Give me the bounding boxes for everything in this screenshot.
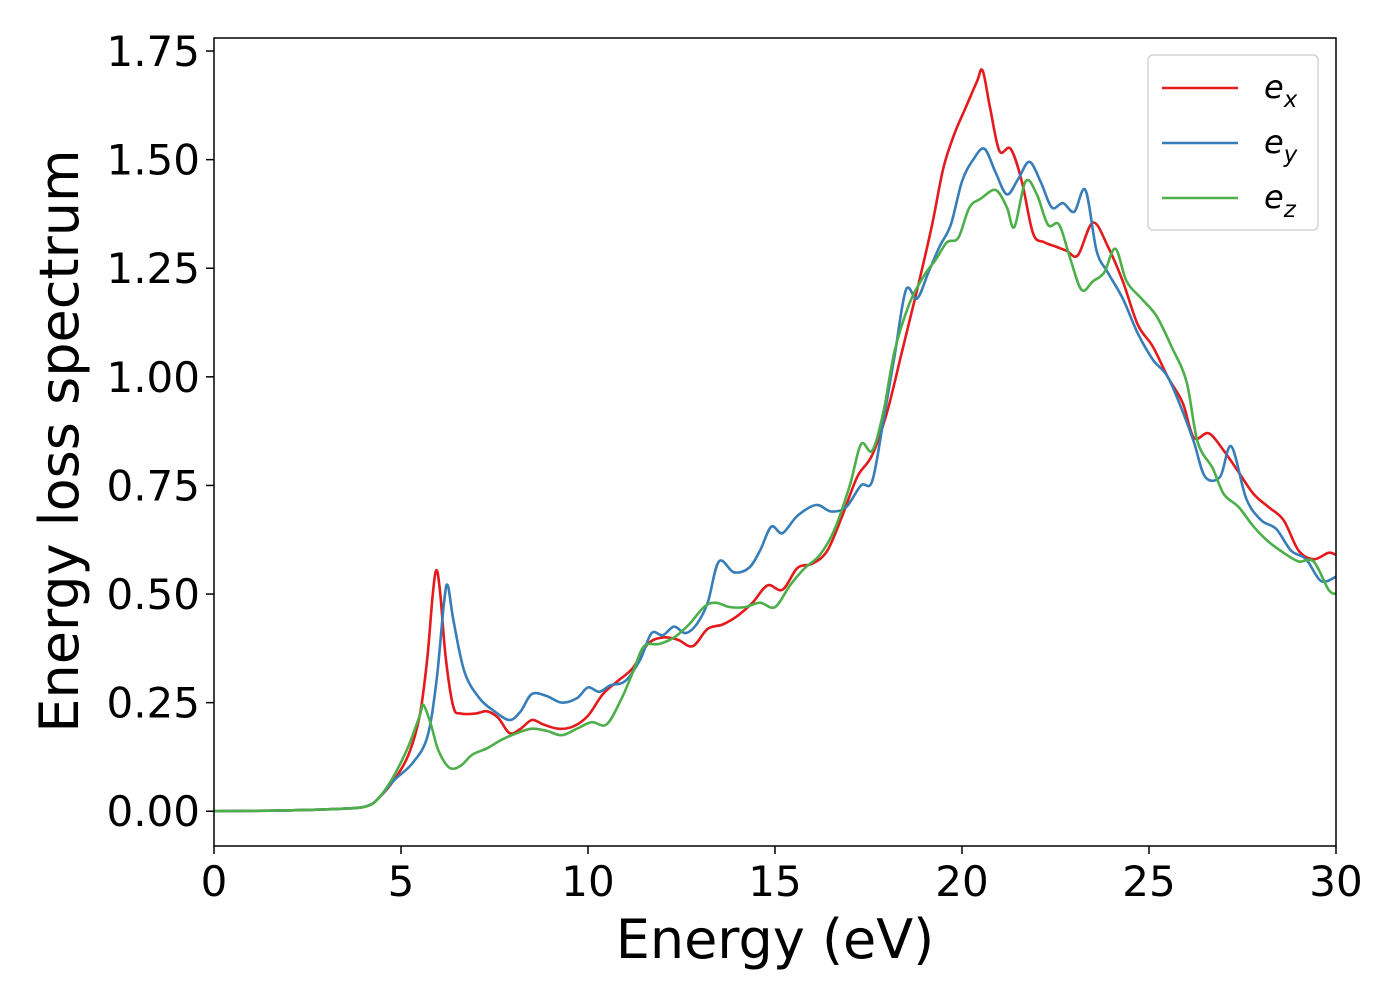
x-tick-label: 25 (1122, 857, 1175, 906)
y-axis-label: Energy loss spectrum (28, 149, 91, 732)
y-tick-label: 0.50 (106, 570, 200, 619)
y-tick-label: 1.25 (106, 244, 200, 293)
y-tick-label: 1.75 (106, 27, 200, 76)
x-tick-label: 0 (201, 857, 228, 906)
x-tick-label: 20 (935, 857, 988, 906)
x-tick-label: 15 (748, 857, 801, 906)
y-tick-label: 0.00 (106, 787, 200, 836)
plot-area (214, 68, 1336, 813)
y-axis: 0.00 0.25 0.50 0.75 1.00 1.25 1.50 1.75 (106, 27, 214, 836)
series-line-e-z (214, 178, 1336, 813)
y-tick-label: 0.25 (106, 679, 200, 728)
x-axis-label: Energy (eV) (616, 908, 935, 971)
x-tick-label: 30 (1309, 857, 1362, 906)
y-tick-label: 0.75 (106, 461, 200, 510)
x-tick-label: 10 (561, 857, 614, 906)
series-line-e-x (214, 68, 1336, 813)
y-tick-label: 1.00 (106, 353, 200, 402)
x-tick-label: 5 (388, 857, 415, 906)
x-axis: 0 5 10 15 20 25 30 (201, 846, 1363, 906)
series-line-e-y (214, 147, 1336, 813)
y-tick-label: 1.50 (106, 136, 200, 185)
